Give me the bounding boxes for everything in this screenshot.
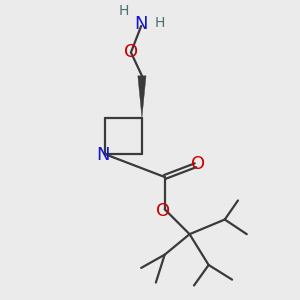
- Text: O: O: [124, 44, 138, 62]
- Text: N: N: [96, 146, 110, 164]
- Text: O: O: [156, 202, 170, 220]
- Text: H: H: [155, 16, 166, 30]
- Polygon shape: [138, 76, 146, 118]
- Text: N: N: [134, 15, 148, 33]
- Text: H: H: [118, 4, 129, 18]
- Text: O: O: [191, 155, 206, 173]
